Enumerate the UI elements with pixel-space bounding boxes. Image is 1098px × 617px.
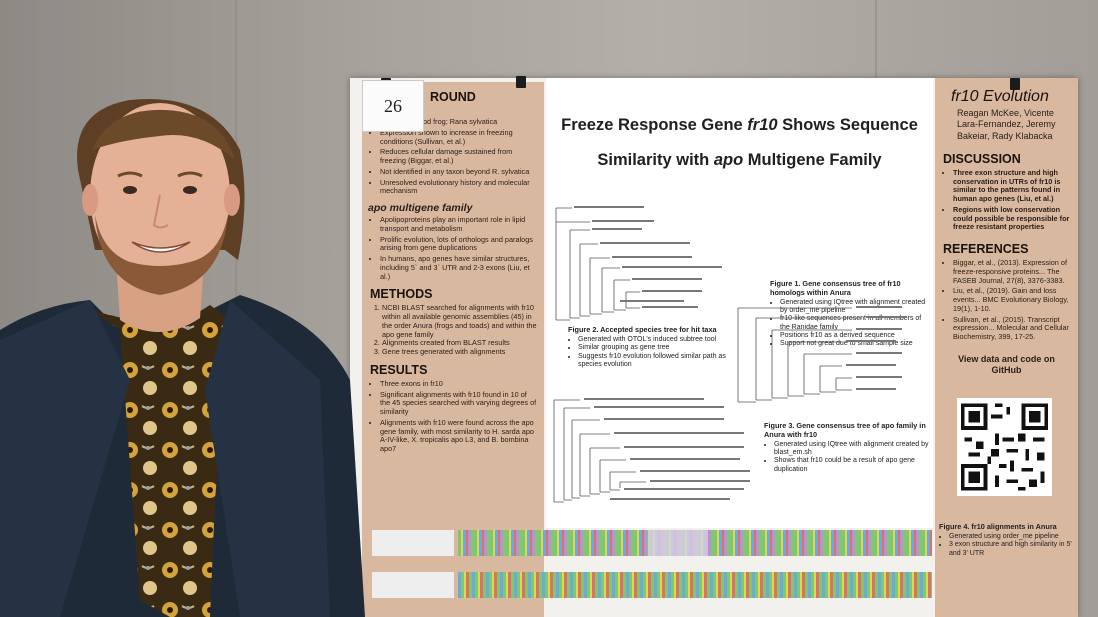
list-item: 3 exon structure and high similarity in …	[949, 541, 1073, 558]
list-item: Shows that fr10 could be a result of apo…	[774, 457, 932, 474]
qr-code[interactable]	[957, 398, 1052, 496]
list-item: Not identified in any taxon beyond R. sy…	[380, 167, 538, 177]
list-item: NCBI BLAST searched for alignments with …	[382, 303, 538, 339]
apo-tree-figure-3	[553, 398, 750, 503]
list-item: Significant alignments with fr10 found i…	[380, 390, 538, 417]
title-text: Freeze Response Gene	[561, 116, 748, 134]
list-item: Generated with OTOL's induced subtree to…	[578, 336, 748, 344]
list-item: Alignments created from BLAST results	[382, 338, 538, 348]
list-item: fied in the wood frog; Rana sylvatica	[380, 117, 538, 127]
poster-left-column: ROUND fied in the wood frog; Rana sylvat…	[362, 82, 544, 617]
list-item: Support not great due to small sample si…	[780, 340, 930, 348]
figure-4-caption: Figure 4. fr10 alignments in Anura	[939, 522, 1057, 531]
figure-4-caption-block: Figure 4. fr10 alignments in Anura Gener…	[939, 522, 1073, 558]
results-list: Three exons in fr10 Significant alignmen…	[362, 379, 544, 454]
alignment-labels	[372, 572, 454, 598]
references-heading: REFERENCES	[943, 242, 1029, 256]
alignment-labels	[372, 530, 454, 556]
research-poster: ROUND fied in the wood frog; Rana sylvat…	[350, 78, 1078, 617]
alignment-panel-2	[372, 572, 932, 598]
binder-clip	[516, 76, 526, 88]
poster-number-card: 26	[362, 80, 424, 132]
methods-list: NCBI BLAST searched for alignments with …	[362, 303, 544, 357]
list-item: Three exons in fr10	[380, 379, 538, 389]
alignment-bars	[458, 530, 932, 556]
results-heading: RESULTS	[370, 362, 428, 377]
background-heading: ROUND	[430, 90, 476, 104]
list-item: Similar grouping as gene tree	[578, 344, 748, 352]
binder-clip	[1010, 78, 1020, 90]
alignment-panel-1	[372, 530, 932, 556]
title-text: Multigene Family	[743, 151, 882, 169]
gene-tree-figure-1	[555, 206, 722, 321]
species-tree-figure-2	[737, 306, 906, 403]
references-list: Biggar, et al., (2013). Expression of fr…	[935, 258, 1078, 342]
figure-1-caption-block: Figure 1. Gene consensus tree of fr10 ho…	[770, 279, 930, 349]
list-item: Three exon structure and high conservati…	[953, 168, 1072, 204]
alignment-bars	[458, 572, 932, 598]
figure-3-caption: Figure 3. Gene consensus tree of apo fam…	[764, 421, 926, 439]
list-item: Generated using IQtree with alignment cr…	[780, 299, 930, 316]
right-heading: fr10 Evolution	[951, 88, 1049, 105]
list-item: Suggests fr10 evolution followed similar…	[578, 353, 748, 370]
figure-3-caption-block: Figure 3. Gene consensus tree of apo fam…	[764, 421, 932, 474]
title-text: Similarity with	[597, 151, 714, 169]
poster-title: Freeze Response Gene fr10 Shows Sequence…	[546, 108, 933, 178]
apo-list: Apolipoproteins play an important role i…	[362, 215, 544, 281]
list-item: Gene trees generated with alignments	[382, 347, 538, 357]
title-gene: apo	[713, 151, 744, 169]
methods-heading: METHODS	[370, 287, 433, 302]
figure-1-caption: Figure 1. Gene consensus tree of fr10 ho…	[770, 279, 901, 297]
list-item: Expression shown to increase in freezing…	[380, 128, 538, 147]
title-text: Shows Sequence	[777, 116, 918, 134]
list-item: Liu, et al., (2019). Gain and loss event…	[953, 286, 1072, 313]
figure-2-caption: Figure 2. Accepted species tree for hit …	[568, 325, 717, 334]
background-list: fied in the wood frog; Rana sylvatica Ex…	[362, 117, 544, 197]
list-item: Generated using order_me pipeline	[949, 533, 1073, 541]
github-label: View data and code on GitHub	[958, 353, 1055, 375]
figure-2-caption-block: Figure 2. Accepted species tree for hit …	[568, 325, 748, 370]
authors: Reagan McKee, Vicente Lara-Fernandez, Je…	[957, 108, 1056, 141]
list-item: Prolific evolution, lots of orthologs an…	[380, 235, 538, 254]
poster-center-panel: Freeze Response Gene fr10 Shows Sequence…	[546, 78, 933, 528]
list-item: Generated using IQtree with alignment cr…	[774, 441, 932, 458]
poster-right-column: fr10 Evolution Reagan McKee, Vicente Lar…	[935, 78, 1078, 617]
list-item: Positions fr10 as a derived sequence	[780, 332, 930, 340]
apo-heading: apo multigene family	[368, 202, 473, 214]
list-item: fr10-like sequences present in all membe…	[780, 315, 930, 332]
list-item: Sullivan, et al., (2015). Transcript exp…	[953, 315, 1072, 342]
list-item: In humans, apo genes have similar struct…	[380, 254, 538, 281]
list-item: Biggar, et al., (2013). Expression of fr…	[953, 258, 1072, 285]
discussion-heading: DISCUSSION	[943, 151, 1021, 166]
presenter-photo	[0, 0, 370, 617]
list-item: Regions with low conservation could poss…	[953, 205, 1072, 232]
presenter-figure	[0, 99, 365, 617]
list-item: Apolipoproteins play an important role i…	[380, 215, 538, 234]
title-gene: fr10	[747, 116, 778, 134]
list-item: Reduces cellular damage sustained from f…	[380, 147, 538, 166]
list-item: Alignments with fr10 were found across t…	[380, 418, 538, 454]
list-item: Unresolved evolutionary history and mole…	[380, 178, 538, 197]
discussion-list: Three exon structure and high conservati…	[935, 168, 1078, 232]
